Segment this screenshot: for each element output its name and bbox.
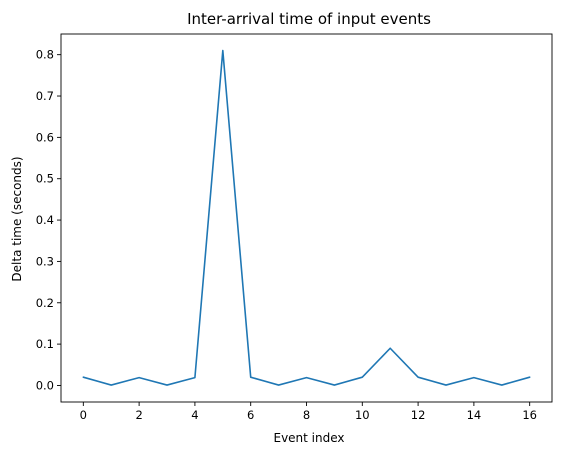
y-axis-label: Delta time (seconds) bbox=[10, 156, 24, 281]
y-tick-label: 0.1 bbox=[36, 337, 54, 351]
x-axis: 0 2 4 6 8 10 12 14 16 bbox=[80, 402, 537, 422]
x-tick-label: 14 bbox=[467, 408, 482, 422]
y-tick-label: 0.3 bbox=[36, 254, 54, 268]
x-tick-label: 6 bbox=[247, 408, 254, 422]
x-tick-label: 8 bbox=[303, 408, 310, 422]
x-tick-label: 0 bbox=[80, 408, 87, 422]
plot-area bbox=[60, 33, 553, 403]
y-tick-label: 0.8 bbox=[36, 48, 54, 62]
y-tick-label: 0.2 bbox=[36, 296, 54, 310]
x-tick-label: 10 bbox=[355, 408, 370, 422]
x-axis-label: Event index bbox=[273, 431, 344, 445]
x-tick-label: 2 bbox=[135, 408, 142, 422]
y-tick-label: 0.5 bbox=[36, 172, 54, 186]
y-tick-label: 0.6 bbox=[36, 130, 54, 144]
y-tick-label: 0.4 bbox=[36, 213, 54, 227]
plot-frame bbox=[60, 33, 553, 403]
series-line-0 bbox=[82, 49, 531, 386]
y-axis: 0.0 0.1 0.2 0.3 0.4 0.5 0.6 0.7 0.8 bbox=[36, 48, 61, 392]
y-tick-label: 0.0 bbox=[36, 378, 54, 392]
x-tick-label: 12 bbox=[411, 408, 426, 422]
x-tick-label: 16 bbox=[522, 408, 537, 422]
y-tick-label: 0.7 bbox=[36, 89, 54, 103]
chart-title: Inter-arrival time of input events bbox=[187, 10, 431, 28]
x-tick-label: 4 bbox=[191, 408, 198, 422]
